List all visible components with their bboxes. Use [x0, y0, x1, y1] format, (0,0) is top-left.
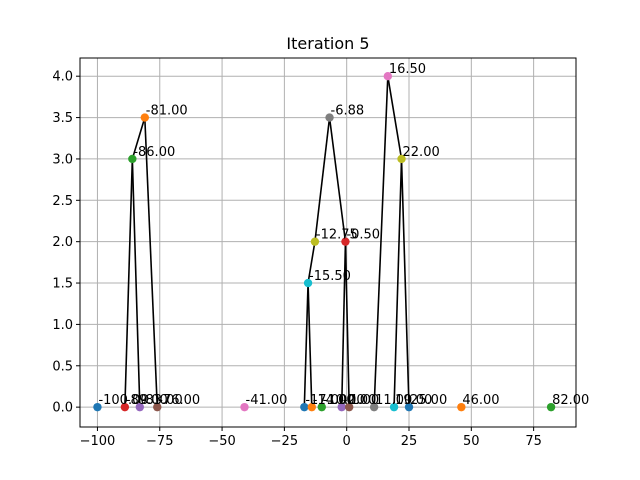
- x-axis-ticks: −100 −75 −50 −25 0 25 50 75: [80, 427, 542, 449]
- data-label: -10.00: [323, 393, 365, 408]
- data-point: [369, 402, 379, 412]
- x-tick-label: 0: [343, 434, 351, 449]
- data-label: 25.00: [410, 393, 447, 408]
- data-label: -0.50: [346, 228, 380, 243]
- tree-edge: [314, 117, 331, 242]
- tree-edge: [373, 76, 389, 408]
- tree-edge: [307, 283, 313, 408]
- data-points: [93, 72, 556, 412]
- data-point: [135, 402, 145, 412]
- grid: [80, 58, 576, 427]
- tree-edge: [303, 283, 309, 408]
- tree-edge: [131, 117, 146, 160]
- x-tick-label: −50: [208, 434, 235, 449]
- tree-edge: [387, 76, 403, 160]
- data-label: 46.00: [462, 393, 499, 408]
- data-label: 11.00: [375, 393, 412, 408]
- y-tick-label: 1.0: [52, 318, 73, 333]
- y-tick-label: 0.5: [52, 359, 73, 374]
- data-label: -89.00: [126, 393, 168, 408]
- data-point: [140, 113, 150, 122]
- y-axis-ticks: 0.0 0.5 1.0 1.5 2.0 2.5 3.0 3.5 4.0: [52, 70, 80, 416]
- x-tick-label: −75: [146, 434, 173, 449]
- data-label: -12.75: [316, 228, 358, 243]
- data-point: [341, 237, 350, 246]
- tree-edge: [344, 241, 350, 408]
- data-point: [457, 402, 466, 412]
- data-point: [120, 402, 130, 412]
- data-point: [307, 402, 316, 412]
- y-tick-label: 4.0: [52, 70, 73, 85]
- data-point: [317, 402, 326, 412]
- data-label: -2.00: [343, 393, 377, 408]
- data-point: [389, 402, 399, 412]
- x-tick-label: 50: [463, 434, 480, 449]
- data-label: 1.00: [350, 393, 379, 408]
- data-point: [93, 402, 102, 412]
- data-point: [300, 402, 309, 412]
- data-point: [325, 113, 334, 122]
- data-label: -86.00: [133, 145, 175, 160]
- data-label: -41.00: [246, 393, 288, 408]
- point-labels: -100.00-89.00-83.00-76.00 -41.00 -17.00-14…: [98, 62, 589, 408]
- tree-edges: [124, 76, 410, 408]
- tree-edge: [328, 117, 347, 242]
- y-tick-label: 1.5: [52, 277, 73, 292]
- data-label: 82.00: [552, 393, 589, 408]
- data-point: [337, 402, 346, 412]
- x-tick-label: 75: [525, 434, 542, 449]
- data-label: -14.00: [313, 393, 355, 408]
- chart-title: Iteration 5: [286, 34, 369, 53]
- data-point: [344, 402, 354, 412]
- x-tick-label: −100: [80, 434, 116, 449]
- data-point: [397, 154, 406, 164]
- data-label: -17.00: [305, 393, 347, 408]
- tree-edge: [340, 241, 347, 408]
- data-label: -83.00: [141, 393, 183, 408]
- data-point: [310, 237, 320, 246]
- y-tick-label: 0.0: [52, 401, 73, 416]
- x-tick-label: 25: [401, 434, 418, 449]
- tree-edge: [124, 158, 134, 408]
- data-point: [303, 278, 313, 288]
- data-point: [546, 402, 556, 412]
- tree-edge: [307, 241, 316, 284]
- tree-edge: [393, 158, 403, 408]
- data-label: -81.00: [146, 104, 188, 119]
- data-label: 22.00: [403, 145, 440, 160]
- data-label: -15.50: [309, 269, 351, 284]
- tree-edge: [131, 158, 141, 408]
- data-label: 19.00: [395, 393, 432, 408]
- data-point: [240, 402, 249, 412]
- y-tick-label: 3.0: [52, 152, 73, 167]
- data-point: [404, 402, 414, 412]
- y-tick-label: 2.5: [52, 194, 73, 209]
- x-tick-label: −25: [271, 434, 298, 449]
- data-point: [383, 72, 393, 81]
- data-label: -6.88: [331, 104, 365, 119]
- data-label: 16.50: [389, 62, 426, 77]
- y-tick-label: 2.0: [52, 235, 73, 250]
- tree-edge: [144, 117, 159, 408]
- data-point: [153, 402, 162, 412]
- axes-frame: [79, 57, 577, 428]
- y-tick-label: 3.5: [52, 111, 73, 126]
- data-label: -76.00: [158, 393, 200, 408]
- data-label: -100.00: [98, 393, 148, 408]
- tree-edge: [400, 158, 410, 408]
- data-point: [128, 154, 137, 164]
